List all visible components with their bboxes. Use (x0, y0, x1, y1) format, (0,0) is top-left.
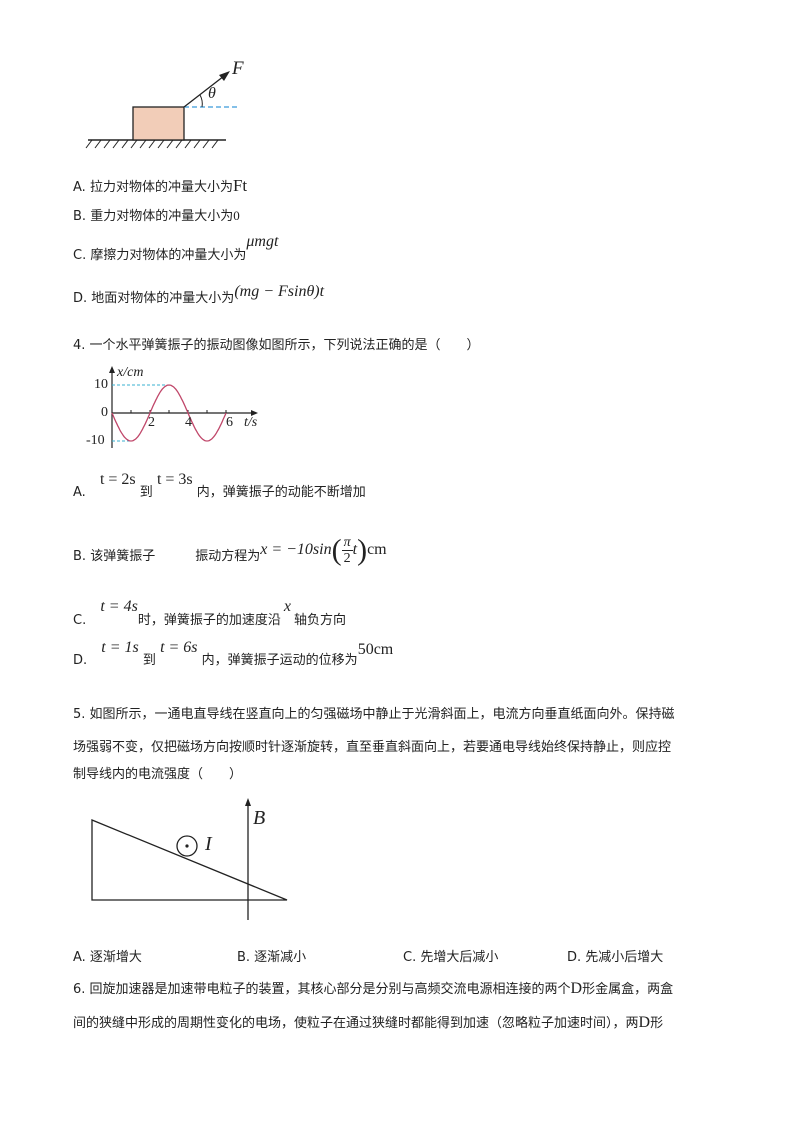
hatch-mark (157, 139, 165, 149)
hatch-mark (103, 139, 111, 149)
option-letter: C. (73, 248, 87, 263)
y-axis-arrow (109, 366, 115, 373)
hatch-mark (166, 139, 174, 149)
option-text: 摩擦力对物体的冲量大小为 (90, 248, 247, 263)
q5-stem-line-2: 场强弱不变，仅把磁场方向按顺时针逐渐旋转，直至垂直斜面向上，若要通电导线始终保持… (73, 740, 672, 755)
x-tick-6: 6 (226, 415, 233, 430)
angle-label: θ (208, 85, 216, 102)
hatch-mark (112, 139, 120, 149)
x-axis-arrow (251, 410, 258, 416)
option-math: x (283, 598, 291, 615)
q4-stem: 4. 一个水平弹簧振子的振动图像如图所示，下列说法正确的是（ ） (73, 338, 480, 353)
force-label: F (232, 58, 244, 79)
ground-hatching (85, 139, 219, 149)
option-math: t (352, 541, 358, 558)
force-arrow (183, 75, 225, 108)
y-tick-10: 10 (94, 377, 108, 392)
option-text: 到 (142, 653, 156, 668)
field-label: B (253, 807, 266, 829)
hatch-mark (139, 139, 147, 149)
x-tick-2: 2 (148, 415, 155, 430)
option-letter: C. (73, 613, 87, 628)
y-tick-0: 0 (101, 405, 108, 420)
q5-option-d[interactable]: D. 先减小后增大 (567, 950, 664, 965)
q3-option-d[interactable]: D. 地面对物体的冲量大小为(mg − Fsinθ)t (73, 284, 324, 307)
field-arrowhead (245, 798, 251, 806)
option-letter: D. (73, 653, 88, 668)
current-label: I (205, 833, 212, 855)
option-text: 轴负方向 (293, 613, 346, 628)
option-letter: B. (73, 549, 87, 564)
option-math: t = 1s (101, 639, 139, 656)
hatch-mark (121, 139, 129, 149)
q5-stem-line-3: 制导线内的电流强度（ ） (73, 767, 243, 782)
wire-cross-section (176, 835, 198, 857)
q3-option-b[interactable]: B. 重力对物体的冲量大小为0 (73, 208, 240, 225)
hatch-mark (193, 139, 201, 149)
fraction-numerator: π (341, 534, 353, 551)
q6-stem-line-2: 间的狭缝中形成的周期性变化的电场，使粒子在通过狭缝时都能得到加速（忽略粒子加速时… (73, 1014, 664, 1032)
option-math: t = 4s (100, 598, 138, 615)
q4-option-c[interactable]: C. t = 4s时，弹簧振子的加速度沿x轴负方向 (73, 599, 346, 629)
q6-stem-line-1: 6. 回旋加速器是加速带电粒子的装置，其核心部分是分别与高频交流电源相连接的两个… (73, 980, 674, 998)
q5-option-c[interactable]: C. 先增大后减小 (403, 950, 499, 965)
option-letter: B. (73, 209, 87, 224)
oscillation-chart (109, 366, 258, 448)
fraction-denominator: 2 (343, 550, 351, 566)
y-tick-neg10: -10 (86, 433, 105, 448)
q5-option-a[interactable]: A. 逐渐增大 (73, 950, 142, 965)
hatch-mark (85, 139, 93, 149)
option-math: t = 3s (156, 471, 193, 488)
q3-option-c[interactable]: C. 摩擦力对物体的冲量大小为μmgt (73, 234, 278, 264)
hatch-mark (148, 139, 156, 149)
hatch-mark (184, 139, 192, 149)
x-tick-4: 4 (185, 415, 192, 430)
option-text: 地面对物体的冲量大小为 (91, 291, 235, 306)
q4-option-a[interactable]: A. t = 2s 到 t = 3s 内，弹簧振子的动能不断增加 (73, 472, 366, 501)
option-text: 拉力对物体的冲量大小为 (89, 180, 233, 195)
incline-figure (91, 798, 288, 920)
q5-option-b[interactable]: B. 逐渐减小 (237, 950, 307, 965)
q5-stem-line-1: 5. 如图所示，一通电直导线在竖直向上的匀强磁场中静止于光滑斜面上，电流方向垂直… (73, 707, 675, 722)
option-letter: D. (73, 291, 88, 306)
option-math: cm (367, 541, 387, 558)
block (132, 106, 185, 141)
q4-option-b[interactable]: B. 该弹簧振子 振动方程为x = −10sin(π 2 t)cm (73, 533, 387, 567)
option-text: 内，弹簧振子的动能不断增加 (196, 485, 366, 500)
y-axis-label: x/cm (117, 365, 144, 380)
option-text: 该弹簧振子 (90, 549, 156, 564)
option-text: 到 (139, 485, 153, 500)
hatch-mark (130, 139, 138, 149)
incline-triangle (91, 819, 288, 901)
hatch-mark (94, 139, 102, 149)
force-arrowhead (219, 71, 230, 81)
option-math: (mg − Fsinθ)t (234, 283, 325, 300)
x-axis-label: t/s (244, 415, 258, 430)
option-math: x = −10sin (260, 541, 332, 558)
option-letter: A. (73, 180, 86, 195)
option-math: 50cm (357, 641, 394, 658)
option-math: 0 (233, 208, 240, 223)
option-text: 时，弹簧振子的加速度沿 (137, 613, 281, 628)
option-text: 重力对物体的冲量大小为 (90, 209, 234, 224)
hatch-mark (202, 139, 210, 149)
block-force-figure (85, 71, 238, 149)
option-text: 内，弹簧振子运动的位移为 (201, 653, 358, 668)
option-math: Ft (232, 176, 248, 195)
displacement-curve (111, 384, 227, 442)
option-math: μmgt (246, 233, 279, 250)
angle-arc (199, 94, 203, 108)
option-math: t = 2s (99, 471, 136, 488)
option-text: 振动方程为 (195, 549, 261, 564)
option-letter: A. (73, 485, 86, 500)
option-math: t = 6s (160, 639, 198, 656)
hatch-mark (211, 139, 219, 149)
hatch-mark (175, 139, 183, 149)
current-out-dot (185, 844, 189, 848)
q4-option-d[interactable]: D. t = 1s 到 t = 6s 内，弹簧振子运动的位移为50cm (73, 640, 393, 669)
q3-option-a[interactable]: A. 拉力对物体的冲量大小为Ft (73, 176, 248, 196)
